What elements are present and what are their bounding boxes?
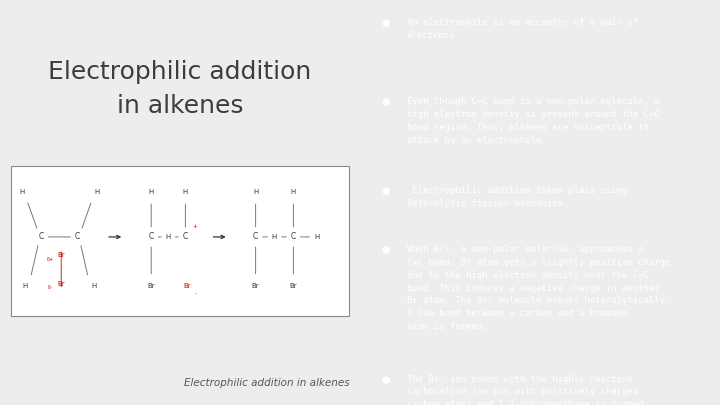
Text: ●: ● — [381, 375, 390, 385]
Text: Br: Br — [148, 283, 155, 288]
Text: H: H — [94, 190, 100, 195]
Text: C: C — [291, 232, 296, 241]
Text: -: - — [195, 291, 197, 296]
Text: ●: ● — [381, 97, 390, 107]
Text: +: + — [192, 224, 197, 229]
Text: Br: Br — [58, 252, 65, 258]
Text: C: C — [39, 232, 44, 241]
Text: Br: Br — [184, 283, 191, 288]
Text: C: C — [148, 232, 154, 241]
Text: ●: ● — [381, 18, 390, 28]
Text: Even though C=C bond is a non-polar molecule, a
high electron density is present: Even though C=C bond is a non-polar mole… — [407, 97, 660, 145]
FancyBboxPatch shape — [11, 166, 349, 316]
Text: δ-: δ- — [48, 285, 53, 290]
Text: H: H — [291, 190, 296, 195]
Text: Electrophilic addition in alkenes: Electrophilic addition in alkenes — [184, 378, 349, 388]
Text: H: H — [253, 190, 258, 195]
Text: C: C — [253, 232, 258, 241]
Text: ●: ● — [381, 245, 390, 255]
Text: Electrophilic addition takes place using
heterolytic fission mechanism.: Electrophilic addition takes place using… — [407, 186, 627, 208]
Text: H: H — [166, 234, 171, 240]
Text: C: C — [183, 232, 188, 241]
Text: An electrophile is an acceptor of a pair of
electrons.: An electrophile is an acceptor of a pair… — [407, 18, 638, 40]
Text: Br: Br — [289, 283, 297, 288]
Text: δ+: δ+ — [47, 257, 54, 262]
Text: Br: Br — [58, 281, 65, 286]
Text: H: H — [272, 234, 277, 240]
Text: H: H — [22, 283, 28, 288]
Text: Electrophilic addition
in alkenes: Electrophilic addition in alkenes — [48, 60, 312, 118]
Text: H: H — [183, 190, 188, 195]
Text: H: H — [148, 190, 154, 195]
Text: H: H — [91, 283, 96, 288]
Text: Br: Br — [252, 283, 259, 288]
Text: H: H — [314, 234, 320, 240]
Text: The Br- ion bonds with the highly reactive
carbocation (an ion with positively c: The Br- ion bonds with the highly reacti… — [407, 375, 649, 405]
Text: When Br₂, a non-polar molecule, approaches a
C=C bond, Br atom gets a slightly p: When Br₂, a non-polar molecule, approach… — [407, 245, 670, 331]
Text: ●: ● — [381, 186, 390, 196]
Text: H: H — [19, 190, 24, 195]
Text: C: C — [75, 232, 80, 241]
